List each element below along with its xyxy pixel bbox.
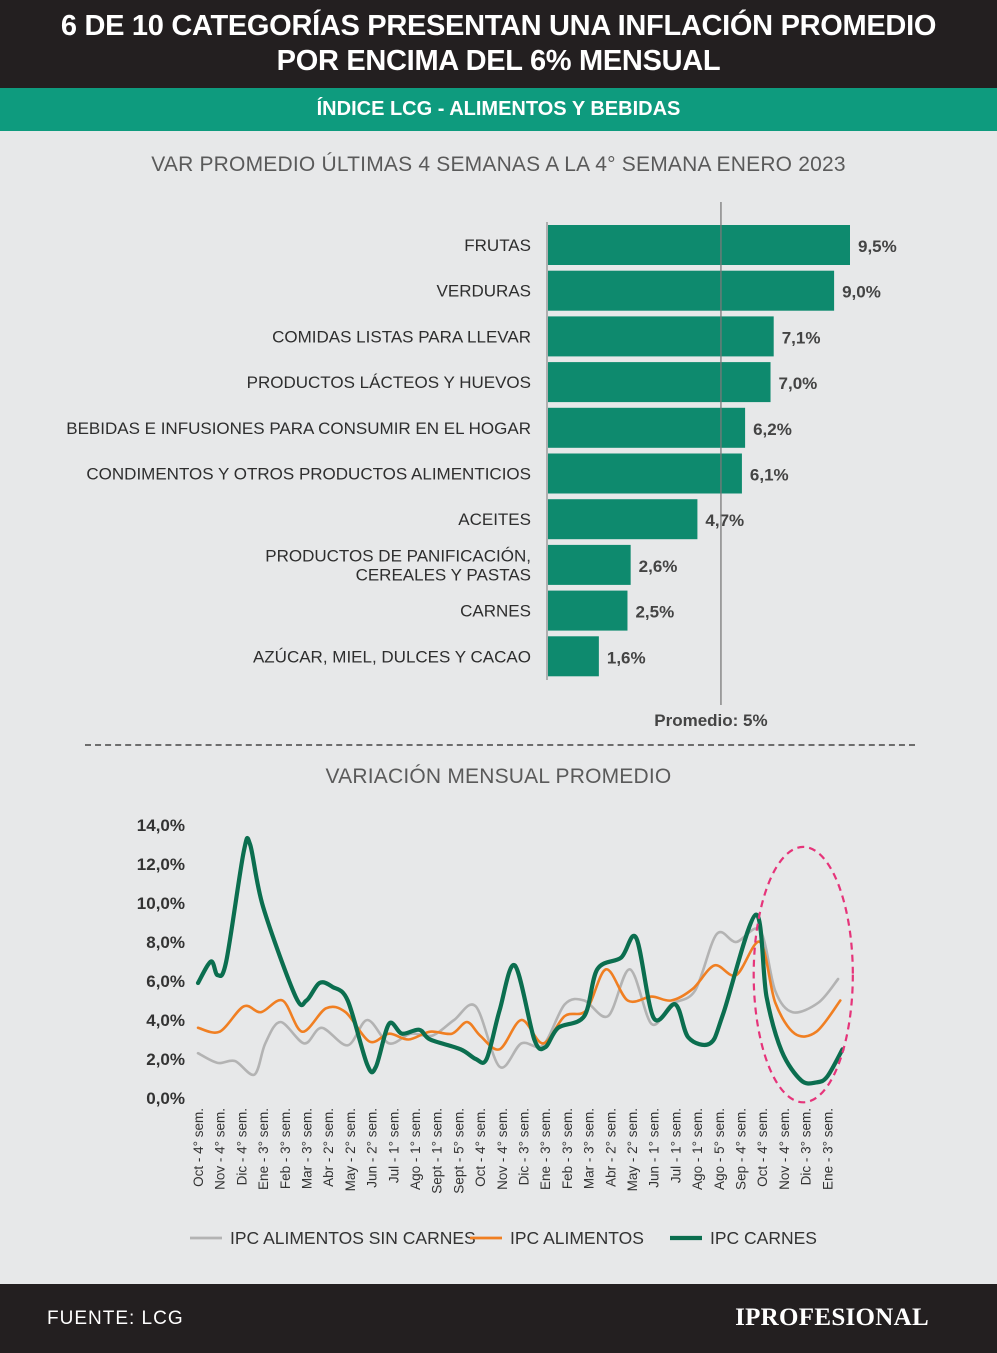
x-tick-label-16: Ene - 3° sem. <box>538 1108 553 1190</box>
bar-category-label-5: CONDIMENTOS Y OTROS PRODUCTOS ALIMENTICI… <box>86 465 531 484</box>
x-tick-label-28: Dic - 3° sem. <box>799 1108 814 1185</box>
line-chart-title: VARIACIÓN MENSUAL PROMEDIO <box>325 765 672 788</box>
x-tick-label-6: Abr - 2° sem. <box>321 1108 336 1187</box>
bar-value-label-7: 2,6% <box>639 557 678 576</box>
y-tick-label-4: 8,0% <box>146 933 185 952</box>
bar-category-label-3: PRODUCTOS LÁCTEOS Y HUEVOS <box>247 373 531 392</box>
bar-8 <box>548 590 628 631</box>
bar-chart: 9,5% FRUTAS 9,0% VERDURAS 7,1% COMIDAS LISTAS… <box>66 202 897 730</box>
bar-category-label-4: BEBIDAS E INFUSIONES PARA CONSUMIR EN EL… <box>66 419 531 438</box>
x-tick-label-20: May - 2° sem. <box>625 1108 640 1191</box>
bar-category-label-8: CARNES <box>460 602 531 621</box>
bar-5 <box>548 453 742 494</box>
footer-bar: FUENTE: LCG IPROFESIONAL <box>0 1284 997 1353</box>
subtitle-band: ÍNDICE LCG - ALIMENTOS Y BEBIDAS <box>0 88 997 131</box>
x-tick-label-7: May - 2° sem. <box>343 1108 358 1191</box>
legend-label-2: IPC CARNES <box>710 1228 817 1248</box>
average-reference-label: Promedio: 5% <box>654 711 767 730</box>
x-tick-label-13: Oct - 4° sem. <box>473 1108 488 1187</box>
legend-label-0: IPC ALIMENTOS SIN CARNES <box>230 1228 476 1248</box>
bar-value-label-6: 4,7% <box>705 511 744 530</box>
series-line-ipc-alimentos-sin-carnes <box>196 927 840 1077</box>
x-tick-label-27: Nov - 4° sem. <box>777 1108 792 1190</box>
legend-label-1: IPC ALIMENTOS <box>510 1228 644 1248</box>
x-tick-label-12: Sept - 5° sem. <box>451 1108 466 1194</box>
bar-9 <box>548 636 599 677</box>
x-tick-label-18: Mar - 3° sem. <box>582 1108 597 1189</box>
highlight-ellipse <box>752 845 854 1104</box>
bar-value-label-1: 9,0% <box>842 283 881 302</box>
bar-category-label-9: AZÚCAR, MIEL, DULCES Y CACAO <box>253 647 531 666</box>
y-tick-label-1: 2,0% <box>146 1050 185 1069</box>
bar-category-label-1: VERDURAS <box>437 282 531 301</box>
header-bar: 6 DE 10 CATEGORÍAS PRESENTAN UNA INFLACI… <box>0 0 997 88</box>
bar-2 <box>548 316 774 357</box>
bar-value-label-3: 7,0% <box>779 374 818 393</box>
x-tick-label-14: Nov - 4° sem. <box>495 1108 510 1190</box>
x-tick-label-21: Jun - 1° sem. <box>647 1108 662 1188</box>
bar-6 <box>548 499 698 540</box>
bar-category-label-7-0: PRODUCTOS DE PANIFICACIÓN, <box>265 546 531 565</box>
bar-0 <box>548 225 850 265</box>
x-tick-label-0: Oct - 4° sem. <box>191 1108 206 1187</box>
x-tick-label-5: Mar - 3° sem. <box>300 1108 315 1189</box>
x-tick-label-4: Feb - 3° sem. <box>278 1108 293 1189</box>
main-title-line-2: POR ENCIMA DEL 6% MENSUAL <box>276 45 721 77</box>
x-tick-label-11: Sept - 1° sem. <box>430 1108 445 1194</box>
bar-chart-title: VAR PROMEDIO ÚLTIMAS 4 SEMANAS A LA 4° S… <box>151 153 846 176</box>
y-tick-label-5: 10,0% <box>137 894 185 913</box>
bar-value-label-4: 6,2% <box>753 420 792 439</box>
x-tick-label-8: Jun - 2° sem. <box>365 1108 380 1188</box>
x-tick-label-1: Nov - 4° sem. <box>213 1108 228 1190</box>
x-tick-label-19: Abr - 2° sem. <box>603 1108 618 1187</box>
bar-4 <box>548 407 746 448</box>
bar-category-label-6: ACEITES <box>458 510 531 529</box>
y-tick-label-0: 0,0% <box>146 1089 185 1108</box>
x-tick-label-15: Dic - 3° sem. <box>517 1108 532 1185</box>
bar-value-label-2: 7,1% <box>782 328 821 347</box>
x-tick-label-23: Ago - 1° sem. <box>690 1108 705 1190</box>
x-tick-label-17: Feb - 3° sem. <box>560 1108 575 1189</box>
x-tick-label-2: Dic - 4° sem. <box>234 1108 249 1185</box>
series-line-ipc-carnes <box>195 836 845 1086</box>
main-title-line-1: 6 DE 10 CATEGORÍAS PRESENTAN UNA INFLACI… <box>60 10 937 42</box>
x-tick-label-9: Jul - 1° sem. <box>386 1108 401 1183</box>
x-tick-label-25: Sep - 4° sem. <box>734 1108 749 1190</box>
x-tick-label-26: Oct - 4° sem. <box>755 1108 770 1187</box>
y-tick-label-6: 12,0% <box>137 855 185 874</box>
bar-7 <box>548 544 631 585</box>
x-tick-label-29: Ene - 3° sem. <box>820 1108 835 1190</box>
bar-value-label-0: 9,5% <box>858 237 897 256</box>
brand-logo: IPROFESIONAL <box>735 1304 929 1331</box>
x-tick-label-3: Ene - 3° sem. <box>256 1108 271 1190</box>
bar-value-label-5: 6,1% <box>750 466 789 485</box>
bar-3 <box>548 362 771 403</box>
x-tick-label-24: Ago - 5° sem. <box>712 1108 727 1190</box>
line-chart: 0,0% 2,0% 4,0% 6,0% 8,0% 10,0% 12,0% 14,0% Oct -… <box>137 816 854 1248</box>
y-tick-label-2: 4,0% <box>146 1011 185 1030</box>
section-divider <box>85 744 915 746</box>
y-tick-label-7: 14,0% <box>137 816 185 835</box>
source-note: FUENTE: LCG <box>47 1308 184 1329</box>
x-tick-label-22: Jul - 1° sem. <box>668 1108 683 1183</box>
x-tick-label-10: Ago - 1° sem. <box>408 1108 423 1190</box>
bar-category-label-2: COMIDAS LISTAS PARA LLEVAR <box>272 327 531 346</box>
y-tick-label-3: 6,0% <box>146 972 185 991</box>
bar-value-label-8: 2,5% <box>635 603 674 622</box>
bar-category-label-0: FRUTAS <box>464 236 531 255</box>
bar-value-label-9: 1,6% <box>607 648 646 667</box>
bar-category-label-7-1: CEREALES Y PASTAS <box>356 565 531 584</box>
bar-1 <box>548 270 835 311</box>
